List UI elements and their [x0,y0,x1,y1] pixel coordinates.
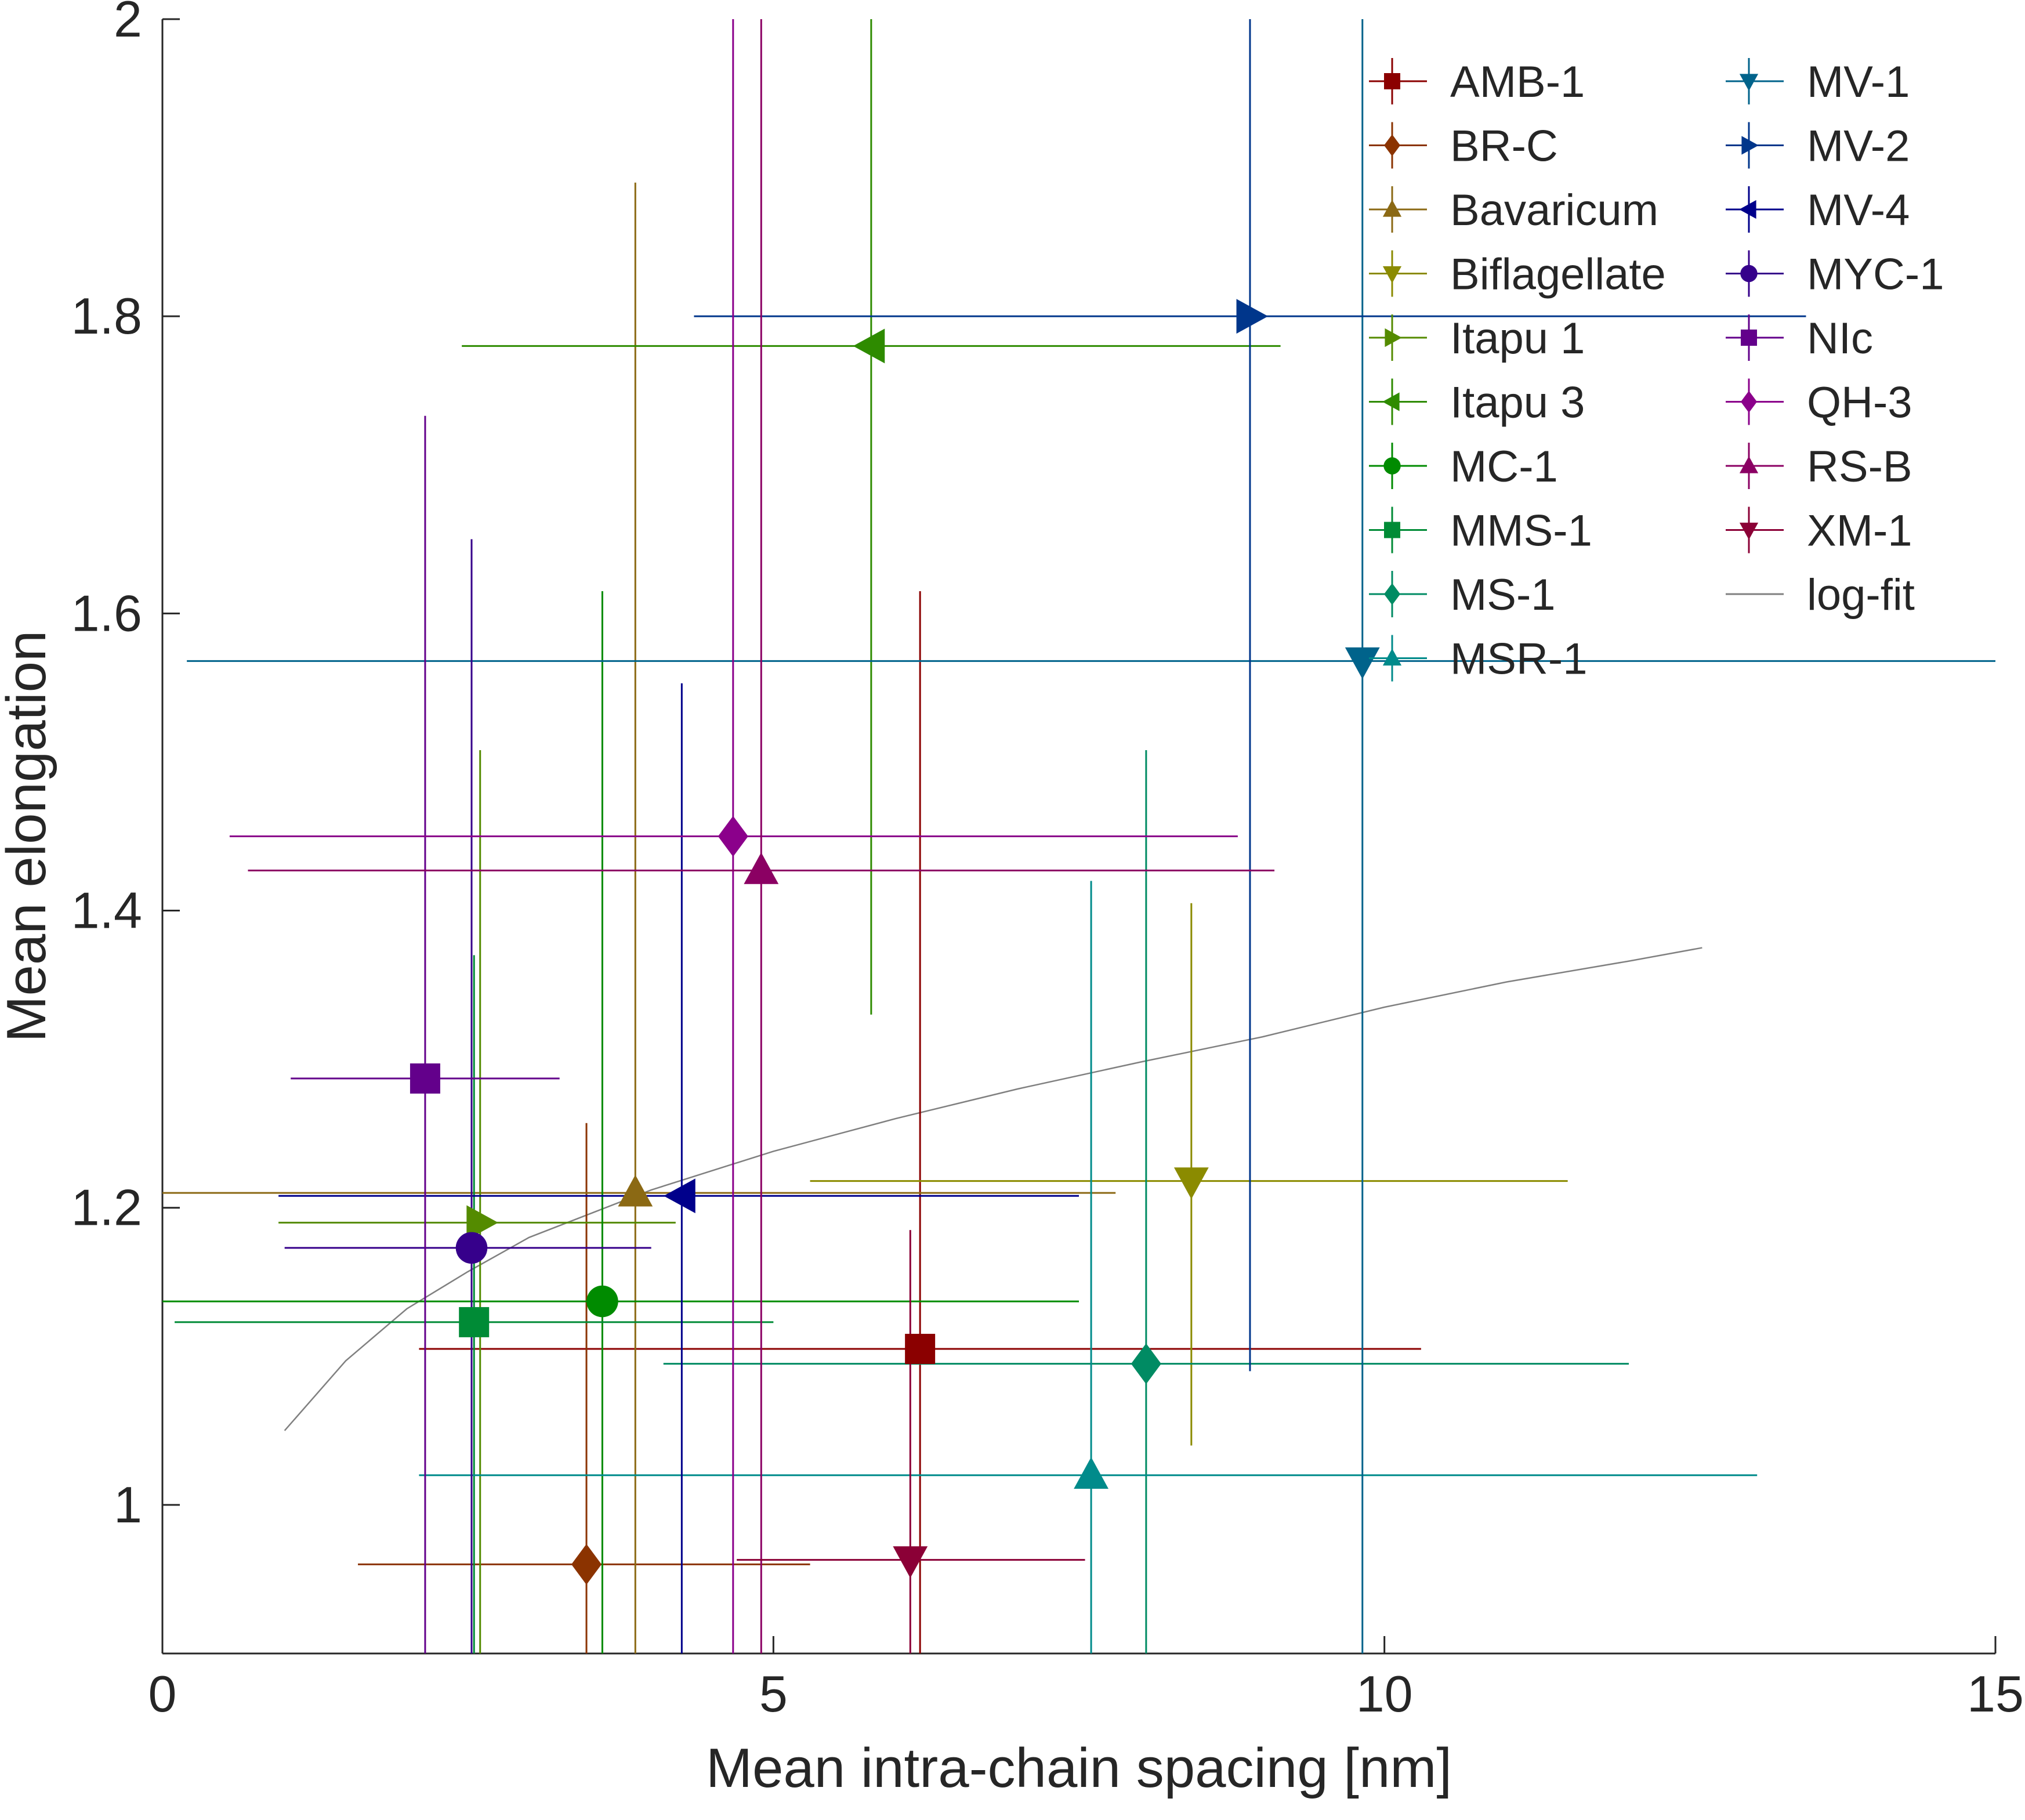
legend-entry-nic: NIc [1726,314,1873,363]
legend-entry-myc-1: MYC-1 [1726,250,1944,299]
legend-marker [1739,200,1756,219]
legend-label: MSR-1 [1450,635,1587,684]
legend-label: Itapu 3 [1450,378,1585,428]
legend-entry-mv-1: MV-1 [1726,57,1910,107]
y-tick-label: 1.2 [71,1179,142,1236]
marker-myc-1 [455,1232,488,1264]
legend-label: log-fit [1807,570,1915,620]
y-tick-label: 2 [114,0,142,48]
legend-label: AMB-1 [1450,57,1585,107]
marker-itapu-3 [853,328,885,364]
legend-label: MV-4 [1807,186,1910,235]
error-bars [162,19,1995,1653]
legend-marker [1741,390,1757,413]
legend-marker [1384,583,1400,605]
legend-label: Biflagellate [1450,250,1666,299]
legend-marker [1383,457,1401,475]
legend-entry-rs-b: RS-B [1726,442,1912,491]
legend-entry-mc-1: MC-1 [1369,442,1558,491]
legend-label: XM-1 [1807,506,1912,556]
marker-bavaricum [618,1174,653,1207]
y-axis-label: Mean elongation [0,631,57,1043]
legend-marker [1739,522,1759,540]
log-fit-line [284,947,1702,1431]
legend-label: MV-2 [1807,122,1910,171]
legend-entry-amb-1: AMB-1 [1369,57,1585,107]
marker-ms-1 [1131,1343,1161,1384]
legend-label: MS-1 [1450,570,1556,620]
legend-label: BR-C [1450,122,1558,171]
legend-marker [1382,266,1402,284]
x-tick-label: 15 [1967,1665,2024,1723]
x-tick-label: 10 [1356,1665,1413,1723]
log-fit-curve [284,947,1702,1431]
legend-label: MMS-1 [1450,506,1592,556]
legend-entry-bavaricum: Bavaricum [1369,186,1658,235]
legend-marker [1740,265,1758,283]
legend-marker [1384,522,1400,538]
legend-entry-ms-1: MS-1 [1369,570,1556,620]
marker-msr-1 [1074,1457,1109,1489]
legend-marker [1382,392,1400,411]
legend-label: Itapu 1 [1450,314,1585,363]
marker-qh-3 [718,816,748,857]
marker-biflagellate [1173,1167,1209,1199]
legend-marker [1384,134,1400,157]
legend-label: QH-3 [1807,378,1912,428]
x-tick-label: 0 [148,1665,177,1723]
legend-label: MC-1 [1450,442,1558,491]
marker-mv-4 [664,1178,695,1214]
marker-rs-b [744,852,779,884]
marker-mc-1 [586,1285,618,1318]
y-tick-label: 1.6 [71,584,142,642]
marker-br-c [571,1544,602,1585]
legend-marker [1741,330,1757,346]
legend-entry-itapu-3: Itapu 3 [1369,378,1585,428]
marker-mv-1 [1345,647,1380,679]
legend-label: MYC-1 [1807,250,1944,299]
legend-entry-log-fit: log-fit [1726,570,1915,620]
axis-labels: Mean intra-chain spacing [nm] Mean elong… [0,631,1452,1799]
marker-mms-1 [459,1307,490,1337]
axes: 0 5 10 15 1 1.2 1.4 1.6 1.8 2 [71,0,2024,1723]
marker-nic [410,1063,440,1094]
legend-label: RS-B [1807,442,1912,491]
legend-marker [1385,328,1402,348]
y-tick-label: 1.8 [71,287,142,345]
legend-label: MV-1 [1807,57,1910,107]
legend-entry-qh-3: QH-3 [1726,378,1912,428]
legend-entry-xm-1: XM-1 [1726,506,1912,556]
y-tick-label: 1 [114,1476,142,1533]
data-markers [410,299,1380,1585]
legend-label: Bavaricum [1450,186,1658,235]
marker-mv-2 [1236,299,1269,334]
legend-entry-mv-4: MV-4 [1726,186,1910,235]
x-axis-label: Mean intra-chain spacing [nm] [706,1737,1452,1799]
legend-marker [1739,74,1759,91]
marker-amb-1 [905,1334,936,1365]
legend-entry-itapu-1: Itapu 1 [1369,314,1585,363]
legend-marker [1741,136,1759,155]
legend: AMB-1 BR-C Bavaricum Biflagellate Itapu 1 Ita… [1369,57,1944,684]
legend-entry-msr-1: MSR-1 [1369,635,1587,684]
legend-label: NIc [1807,314,1873,363]
x-tick-label: 5 [759,1665,788,1723]
legend-entry-br-c: BR-C [1369,122,1558,171]
legend-marker [1382,200,1402,217]
marker-xm-1 [893,1546,928,1578]
legend-marker [1739,456,1759,473]
marker-itapu-1 [466,1205,498,1240]
y-tick-label: 1.4 [71,882,142,939]
legend-marker [1384,73,1400,89]
legend-entry-biflagellate: Biflagellate [1369,250,1666,299]
legend-entry-mv-2: MV-2 [1726,122,1910,171]
legend-entry-mms-1: MMS-1 [1369,506,1592,556]
legend-marker [1382,648,1402,666]
